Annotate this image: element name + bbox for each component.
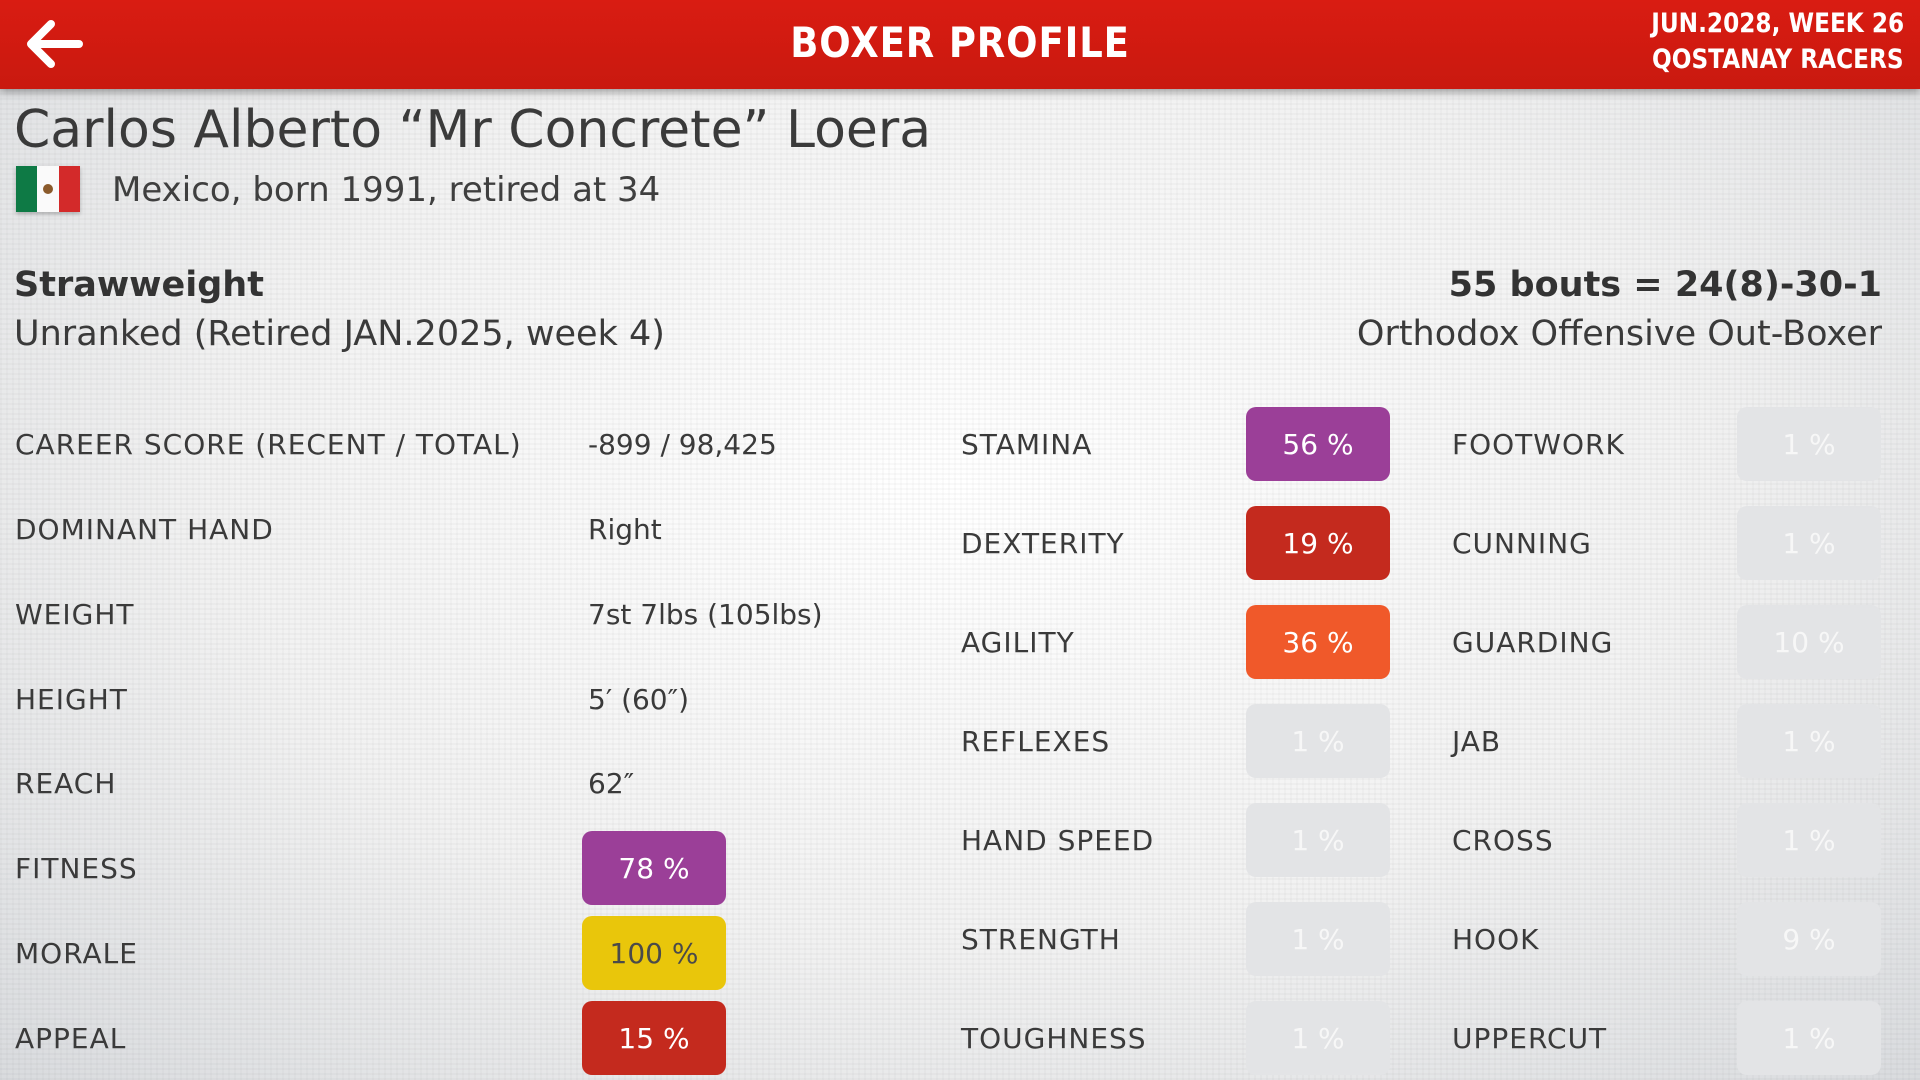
reflexes-label: REFLEXES	[961, 725, 1111, 758]
hook-label: HOOK	[1452, 923, 1540, 956]
back-button[interactable]	[22, 14, 86, 74]
weight-class: Strawweight	[14, 265, 264, 305]
guarding-label: GUARDING	[1452, 626, 1614, 659]
dominant-hand-label: DOMINANT HAND	[15, 513, 274, 546]
weight-label: WEIGHT	[15, 598, 135, 631]
appeal-value: 15 %	[582, 1001, 726, 1075]
footwork-label: FOOTWORK	[1452, 428, 1625, 461]
cunning-value: 1 %	[1737, 506, 1881, 580]
career-score-value: -899 / 98,425	[588, 428, 777, 461]
morale-value: 100 %	[582, 916, 726, 990]
strength-label: STRENGTH	[961, 923, 1121, 956]
fitness-value: 78 %	[582, 831, 726, 905]
toughness-label: TOUGHNESS	[961, 1022, 1147, 1055]
career-score-label: CAREER SCORE (RECENT / TOTAL)	[15, 428, 522, 461]
weight-value: 7st 7lbs (105lbs)	[588, 598, 823, 631]
hand-speed-label: HAND SPEED	[961, 824, 1155, 857]
morale-label: MORALE	[15, 937, 138, 970]
stamina-label: STAMINA	[961, 428, 1093, 461]
hand-speed-value: 1 %	[1246, 803, 1390, 877]
ranking-status: Unranked (Retired JAN.2025, week 4)	[14, 314, 665, 354]
toughness-value: 1 %	[1246, 1001, 1390, 1075]
hook-value: 9 %	[1737, 902, 1881, 976]
jab-value: 1 %	[1737, 704, 1881, 778]
reach-label: REACH	[15, 767, 117, 800]
uppercut-label: UPPERCUT	[1452, 1022, 1608, 1055]
bout-record: 55 bouts = 24(8)-30-1	[1448, 265, 1882, 305]
footwork-value: 1 %	[1737, 407, 1881, 481]
mexico-flag-icon	[16, 166, 80, 212]
height-value: 5′ (60″)	[588, 683, 690, 716]
cunning-label: CUNNING	[1452, 527, 1592, 560]
back-arrow-icon	[27, 20, 83, 68]
height-label: HEIGHT	[15, 683, 128, 716]
boxer-name: Carlos Alberto “Mr Concrete” Loera	[14, 100, 932, 160]
uppercut-value: 1 %	[1737, 1001, 1881, 1075]
game-date: JUN.2028, WEEK 26	[1650, 8, 1904, 39]
agility-value: 36 %	[1246, 605, 1390, 679]
fighting-style: Orthodox Offensive Out-Boxer	[1356, 314, 1882, 354]
cross-value: 1 %	[1737, 803, 1881, 877]
dexterity-value: 19 %	[1246, 506, 1390, 580]
reflexes-value: 1 %	[1246, 704, 1390, 778]
header-bar: BOXER PROFILE JUN.2028, WEEK 26 QOSTANAY…	[0, 0, 1920, 89]
guarding-value: 10 %	[1737, 605, 1881, 679]
page-title: BOXER PROFILE	[790, 18, 1130, 67]
team-name: QOSTANAY RACERS	[1652, 44, 1904, 75]
reach-value: 62″	[588, 767, 635, 800]
strength-value: 1 %	[1246, 902, 1390, 976]
dominant-hand-value: Right	[588, 513, 662, 546]
jab-label: JAB	[1452, 725, 1502, 758]
cross-label: CROSS	[1452, 824, 1554, 857]
agility-label: AGILITY	[961, 626, 1075, 659]
appeal-label: APPEAL	[15, 1022, 127, 1055]
boxer-origin: Mexico, born 1991, retired at 34	[112, 170, 661, 210]
fitness-label: FITNESS	[15, 852, 138, 885]
stamina-value: 56 %	[1246, 407, 1390, 481]
dexterity-label: DEXTERITY	[961, 527, 1125, 560]
